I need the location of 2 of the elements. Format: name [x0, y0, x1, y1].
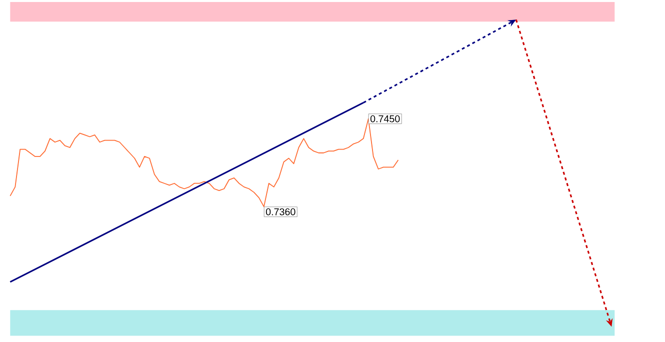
annotation: 0.7450: [370, 115, 400, 122]
annotation: 0.7360: [266, 208, 296, 216]
